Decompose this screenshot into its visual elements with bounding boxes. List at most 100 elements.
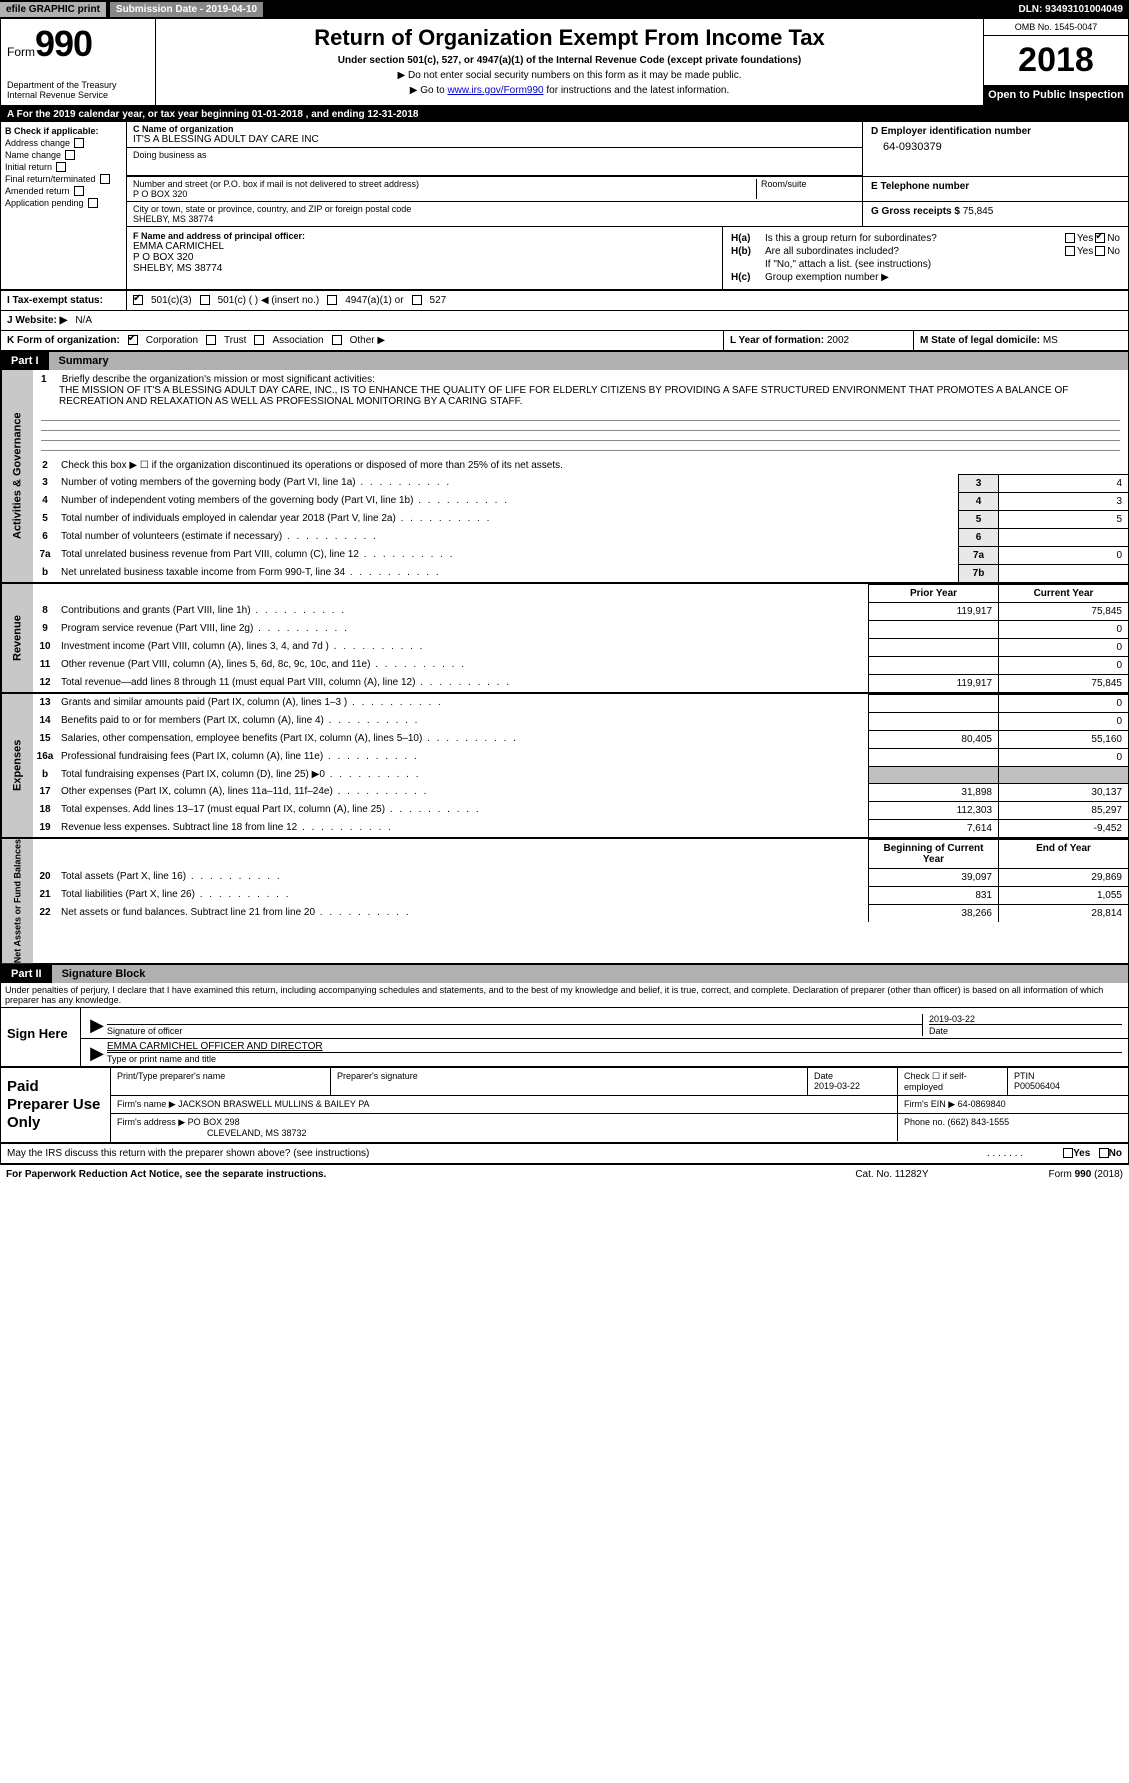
- city-value: SHELBY, MS 38774: [133, 214, 856, 224]
- prior-year-value: [868, 748, 998, 766]
- line-num: 20: [33, 868, 57, 886]
- sign-here-label: Sign Here: [1, 1008, 81, 1066]
- paid-row-1: Print/Type preparer's name Preparer's si…: [111, 1068, 1128, 1096]
- street-row: Number and street (or P.O. box if mail i…: [127, 177, 862, 202]
- hb-no-checkbox[interactable]: [1095, 246, 1105, 256]
- line-desc: Total number of volunteers (estimate if …: [57, 528, 958, 546]
- line-box: 5: [958, 510, 998, 528]
- col-b-text: Amended return: [5, 186, 70, 196]
- summary-line: 9Program service revenue (Part VIII, lin…: [33, 620, 1128, 638]
- 501c3-checkbox[interactable]: [133, 295, 143, 305]
- firm-addr1: PO BOX 298: [188, 1117, 240, 1127]
- line-box: 6: [958, 528, 998, 546]
- col-b-text: Final return/terminated: [5, 174, 96, 184]
- assoc-checkbox[interactable]: [254, 335, 264, 345]
- summary-line: 2Check this box ▶ ☐ if the organization …: [33, 457, 1128, 474]
- sig-officer-label: Signature of officer: [107, 1024, 922, 1036]
- line-desc: Total revenue—add lines 8 through 11 (mu…: [57, 674, 868, 692]
- line-value: 4: [998, 474, 1128, 492]
- part-i-title: Summary: [49, 352, 1128, 370]
- firm-addr-label: Firm's address ▶: [117, 1117, 188, 1127]
- firm-addr-cell: Firm's address ▶ PO BOX 298 CLEVELAND, M…: [111, 1114, 898, 1141]
- prior-year-value: 831: [868, 886, 998, 904]
- sig-arrow-icon-2: ▶: [87, 1043, 107, 1064]
- open-to-public: Open to Public Inspection: [984, 85, 1128, 105]
- hb-note-row: If "No," attach a list. (see instruction…: [731, 259, 1120, 270]
- current-year-value: 0: [998, 694, 1128, 712]
- col-cdefg: C Name of organization IT'S A BLESSING A…: [127, 122, 1128, 289]
- col-b-checkbox[interactable]: [65, 150, 75, 160]
- line-desc: Investment income (Part VIII, column (A)…: [57, 638, 868, 656]
- hb-yn: Yes No: [1065, 246, 1120, 257]
- discuss-dots: . . . . . . .: [987, 1148, 1023, 1159]
- 527-checkbox[interactable]: [412, 295, 422, 305]
- discuss-no: No: [1109, 1148, 1122, 1159]
- line-desc: Number of independent voting members of …: [57, 492, 958, 510]
- col-b-checkbox[interactable]: [56, 162, 66, 172]
- prior-year-value: 119,917: [868, 602, 998, 620]
- opt-527: 527: [430, 295, 447, 306]
- line-box: 7a: [958, 546, 998, 564]
- header-right: OMB No. 1545-0047 2018 Open to Public In…: [983, 19, 1128, 105]
- col-b-text: Initial return: [5, 162, 52, 172]
- end-year-header: End of Year: [998, 839, 1128, 868]
- ha-no-checkbox[interactable]: [1095, 233, 1105, 243]
- summary-line: 5Total number of individuals employed in…: [33, 510, 1128, 528]
- row-klm: K Form of organization: Corporation Trus…: [1, 331, 1128, 352]
- opt-501c: 501(c) ( ) ◀ (insert no.): [218, 295, 320, 306]
- trust-checkbox[interactable]: [206, 335, 216, 345]
- form990-link[interactable]: www.irs.gov/Form990: [447, 85, 543, 96]
- col-b-checkbox[interactable]: [74, 186, 84, 196]
- ha-yes: Yes: [1077, 233, 1093, 244]
- discuss-no-checkbox[interactable]: [1099, 1148, 1109, 1158]
- summary-line: 10Investment income (Part VIII, column (…: [33, 638, 1128, 656]
- city-label: City or town, state or province, country…: [133, 204, 856, 214]
- line2-post: for instructions and the latest informat…: [544, 85, 730, 96]
- sig-name-wrap: EMMA CARMICHEL OFFICER AND DIRECTOR Type…: [107, 1041, 1122, 1064]
- corp-checkbox[interactable]: [128, 335, 138, 345]
- row-address: Number and street (or P.O. box if mail i…: [127, 177, 1128, 227]
- ha-yn: Yes No: [1065, 233, 1120, 244]
- ha-yes-checkbox[interactable]: [1065, 233, 1075, 243]
- summary-exp: Expenses 13Grants and similar amounts pa…: [1, 694, 1128, 839]
- side-label-rev: Revenue: [1, 584, 33, 692]
- 501c-checkbox[interactable]: [200, 295, 210, 305]
- current-year-value: 1,055: [998, 886, 1128, 904]
- signer-name-label: Type or print name and title: [107, 1052, 1122, 1064]
- sig-arrow-icon: ▶: [87, 1015, 107, 1036]
- row-i-label: I Tax-exempt status:: [1, 291, 127, 310]
- hc-row: H(c) Group exemption number ▶: [731, 272, 1120, 283]
- col-b-checkbox[interactable]: [88, 198, 98, 208]
- line-desc: Total fundraising expenses (Part IX, col…: [57, 766, 868, 783]
- net-col-header: Beginning of Current Year End of Year: [33, 839, 1128, 868]
- form-title: Return of Organization Exempt From Incom…: [314, 25, 825, 51]
- paid-row-3: Firm's address ▶ PO BOX 298 CLEVELAND, M…: [111, 1114, 1128, 1141]
- hb-yes: Yes: [1077, 246, 1093, 257]
- ptin-value: P00506404: [1014, 1081, 1122, 1091]
- ha-no: No: [1107, 233, 1120, 244]
- summary-line: 11Other revenue (Part VIII, column (A), …: [33, 656, 1128, 674]
- header-left: Form990 Department of the Treasury Inter…: [1, 19, 156, 105]
- current-year-value: 29,869: [998, 868, 1128, 886]
- summary-line: bNet unrelated business taxable income f…: [33, 564, 1128, 582]
- submission-date: Submission Date - 2019-04-10: [110, 2, 263, 17]
- row-j-website: J Website: ▶ N/A: [1, 311, 1128, 331]
- col-b-checkbox[interactable]: [100, 174, 110, 184]
- line-desc: Grants and similar amounts paid (Part IX…: [57, 694, 868, 712]
- paid-date-label: Date: [814, 1071, 891, 1081]
- summary-line: 22Net assets or fund balances. Subtract …: [33, 904, 1128, 922]
- part-i-header: Part I Summary: [1, 352, 1128, 370]
- 4947-checkbox[interactable]: [327, 295, 337, 305]
- current-year-value: 0: [998, 638, 1128, 656]
- line-value: 0: [998, 546, 1128, 564]
- header-mid: Return of Organization Exempt From Incom…: [156, 19, 983, 105]
- part-ii-title: Signature Block: [52, 965, 1128, 983]
- summary-ag: Activities & Governance 1 Briefly descri…: [1, 370, 1128, 584]
- col-b-checkbox[interactable]: [74, 138, 84, 148]
- line-num: 17: [33, 783, 57, 801]
- ha-label: H(a): [731, 233, 765, 244]
- hb-yes-checkbox[interactable]: [1065, 246, 1075, 256]
- discuss-yes-checkbox[interactable]: [1063, 1148, 1073, 1158]
- other-checkbox[interactable]: [332, 335, 342, 345]
- line-num: 3: [33, 474, 57, 492]
